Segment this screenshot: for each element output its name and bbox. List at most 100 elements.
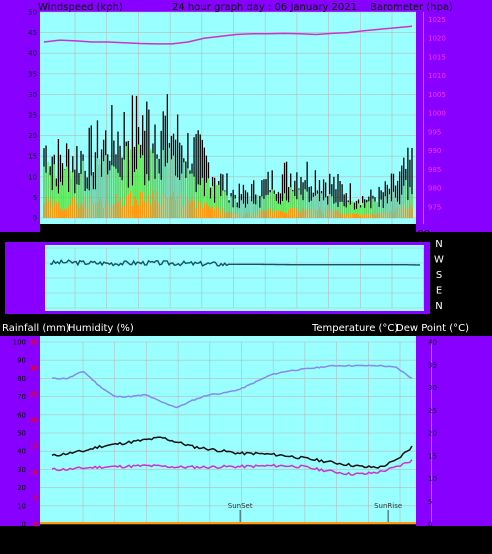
temp-tick-label: 15 (428, 452, 437, 460)
label-humidity: Humidity (%) (68, 323, 134, 334)
rain-tick-label: 0 (34, 521, 38, 529)
temp-tick-label: 0 (428, 521, 432, 529)
bottom-frame-right (416, 336, 492, 526)
direction-label: N (435, 301, 442, 312)
bottom-x-tick-label: 09 (425, 538, 438, 549)
top-right-tick-label: 1025 (428, 16, 446, 24)
top-right-tick-label: 1010 (428, 72, 446, 80)
header-title: 24 hour graph day : 06 January 2021 (172, 2, 357, 13)
top-left-tick-label: 15 (28, 153, 37, 161)
top-plot-bg (40, 12, 416, 224)
top-frame-right (416, 0, 492, 232)
top-frame-header (0, 0, 492, 12)
top-right-tick-label: 985 (428, 166, 441, 174)
humidity-tick-label: 0 (22, 521, 26, 529)
rain-tick-label: 10 (29, 469, 38, 477)
bottom-x-tick-label: 17 (172, 538, 185, 549)
top-left-tick-label: 10 (28, 173, 37, 181)
rain-tick-label: 30 (29, 365, 38, 373)
direction-label: S (436, 270, 442, 281)
top-x-tick-label: 17 (164, 229, 177, 240)
humidity-tick-label: 80 (17, 375, 26, 383)
top-right-tick-label: 980 (428, 185, 441, 193)
top-right-tick-label: 975 (428, 203, 441, 211)
top-x-tick-label: 19 (195, 229, 208, 240)
top-right-tick-label: 1000 (428, 110, 446, 118)
top-right-tick-label: 995 (428, 128, 441, 136)
humidity-tick-label: 60 (17, 411, 26, 419)
label-dewpoint: Dew Point (°C) (396, 323, 469, 334)
direction-label: N (435, 239, 442, 250)
bottom-x-tick-label: 03 (330, 538, 343, 549)
humidity-tick-label: 40 (17, 448, 26, 456)
bottom-plot-bg (40, 336, 416, 524)
humidity-tick-label: 20 (17, 484, 26, 492)
top-x-tick-label: 21 (227, 229, 240, 240)
temp-tick-label: 30 (428, 384, 437, 392)
humidity-tick-label: 70 (17, 393, 26, 401)
top-x-tick-label: 01 (291, 229, 304, 240)
top-left-tick-label: 25 (28, 112, 37, 120)
rain-tick-label: 20 (29, 417, 38, 425)
top-left-tick-label: 35 (28, 70, 37, 78)
temp-tick-label: 20 (428, 430, 437, 438)
rain-tick-label: 25 (29, 391, 38, 399)
bottom-frame (0, 336, 40, 526)
top-x-tick-label: 05 (354, 229, 367, 240)
humidity-tick-label: 30 (17, 466, 26, 474)
pressure-line (43, 25, 413, 45)
bottom-x-tick-label: 15 (140, 538, 153, 549)
rain-tick-label: 5 (34, 495, 38, 503)
temp-tick-label: 35 (428, 361, 437, 369)
top-x-tick-label: 13 (100, 229, 113, 240)
temperature-line (51, 436, 413, 469)
top-left-tick-label: 5 (33, 194, 37, 202)
bottom-x-tick-label: 07 (394, 538, 407, 549)
temp-tick-label: 10 (428, 475, 437, 483)
top-x-tick-label: 03 (322, 229, 335, 240)
top-frame (0, 0, 40, 232)
top-left-tick-label: 45 (28, 29, 37, 37)
top-x-tick-label: 15 (132, 229, 145, 240)
header-barometer: Barometer (hpa) (370, 2, 453, 13)
bottom-x-tick-label: 01 (299, 538, 312, 549)
temp-tick-label: 5 (428, 498, 432, 506)
top-x-tick-label: 11 (69, 229, 82, 240)
bottom-x-tick-label: 23 (267, 538, 280, 549)
header-windspeed: Windspeed (kph) (38, 2, 123, 13)
top-x-tick-label: 23 (259, 229, 272, 240)
rain-tick-label: 35 (29, 339, 38, 347)
humidity-tick-label: 90 (17, 357, 26, 365)
sun-label: SunRise (374, 502, 402, 510)
bottom-x-tick-label: 19 (203, 538, 216, 549)
top-right-tick-label: 1015 (428, 53, 446, 61)
temp-tick-label: 40 (428, 339, 437, 347)
top-left-tick-label: 30 (28, 91, 37, 99)
humidity-line (51, 364, 413, 409)
top-x-tick-label: 09 (417, 229, 430, 240)
direction-label: W (434, 255, 444, 266)
rain-tick-label: 15 (29, 443, 38, 451)
label-rainfall: Rainfall (mm) (2, 323, 70, 334)
top-x-tick-label: 07 (386, 229, 399, 240)
bottom-x-tick-label: 05 (362, 538, 375, 549)
sun-label: SunSet (228, 502, 253, 510)
direction-line (49, 258, 421, 267)
temp-tick-label: 25 (428, 407, 437, 415)
bottom-x-tick-label: 13 (108, 538, 121, 549)
top-right-tick-label: 1005 (428, 91, 446, 99)
dewpoint-line (51, 459, 413, 476)
top-left-tick-label: 40 (28, 50, 37, 58)
humidity-tick-label: 10 (17, 502, 26, 510)
top-left-tick-label: 20 (28, 132, 37, 140)
humidity-tick-label: 50 (17, 430, 26, 438)
label-temperature: Temperature (°C) (311, 323, 398, 334)
top-right-tick-label: 1020 (428, 35, 446, 43)
top-left-tick-label: 50 (28, 9, 37, 17)
direction-label: E (436, 286, 442, 297)
top-right-tick-label: 990 (428, 147, 441, 155)
bottom-x-tick-label: 11 (77, 538, 90, 549)
bottom-x-tick-label: 21 (235, 538, 248, 549)
